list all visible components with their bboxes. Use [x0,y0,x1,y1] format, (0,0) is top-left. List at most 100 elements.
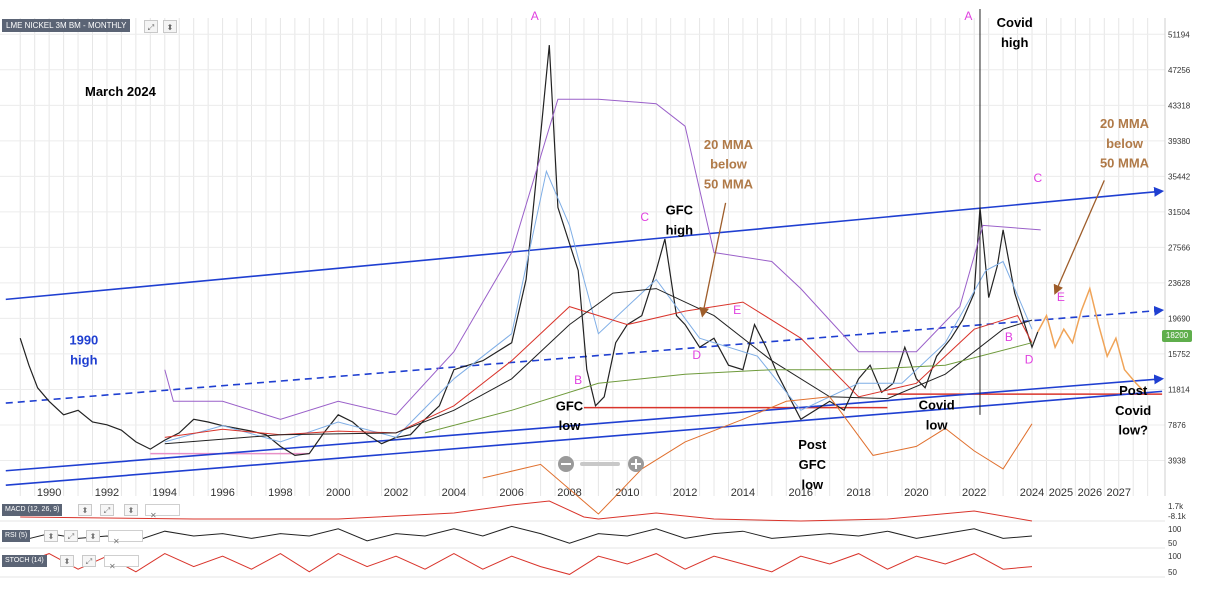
annotation-arrow [1053,180,1105,295]
series-forecast [1037,286,1146,393]
x-tick-label: 2002 [384,487,408,499]
wave-label: A [531,9,539,23]
indicator-axis-label: 50 [1168,539,1177,548]
wave-label: D [692,348,701,362]
indicator-axis-label: 100 [1168,552,1182,561]
x-tick-label: 2014 [731,487,755,499]
indicator-axis-label: 50 [1168,568,1177,577]
indicator-line-macd [20,500,1033,522]
indicator-line-rsi [20,525,1033,544]
wave-label: C [640,210,649,224]
close-icon[interactable]: ✕ [145,504,180,520]
annotation-label: low? [1118,423,1148,438]
wave-label: B [1005,330,1013,344]
wave-label: A [964,9,972,23]
indicator-axis-label: -8.1k [1168,512,1187,521]
x-tick-label: 2027 [1107,487,1131,499]
y-tick-label: 11814 [1168,385,1190,394]
annotation-arrow [699,202,727,318]
y-tick-label: 51194 [1168,30,1190,39]
series-ma_slow [164,288,1033,445]
expand-icon[interactable]: ⤢ [144,20,158,33]
channel-line-lower2 [5,390,1163,486]
expand-icon[interactable]: ⤢ [100,504,114,516]
x-tick-label: 2018 [846,487,870,499]
wave-label: D [1025,352,1034,366]
annotation-label: low [926,417,949,432]
channel-line-lower1 [5,374,1165,472]
series-ma_fast [164,169,1033,443]
updown-icon[interactable]: ⬍ [86,530,100,542]
updown-icon[interactable]: ⬍ [124,504,138,516]
x-tick-label: 1996 [210,487,234,499]
x-tick-label: 1990 [37,487,61,499]
annotation-label: GFC [556,398,584,413]
chart-series [5,8,1165,515]
annotation-label: high [70,352,97,367]
x-tick-label: 2024 [1020,487,1044,499]
x-axis: 1990 1992 1994 1996 1998 2000 2002 2004 2006 2008… [37,487,1131,499]
annotation-label: Post [798,437,827,452]
y-tick-label: 39380 [1168,137,1191,146]
annotation-label: 20 MMA [704,137,754,152]
wave-label: B [574,373,582,387]
close-icon[interactable]: ✕ [108,530,143,546]
y-tick-label: 35442 [1168,172,1191,181]
indicator-label-stoch[interactable]: STOCH (14) [2,555,47,567]
annotation-label: below [710,157,748,172]
updown-icon[interactable]: ⬍ [44,530,58,542]
y-tick-label: 19690 [1168,314,1191,323]
series-ma_long [424,342,1033,434]
indicator-line-stoch [20,553,1033,575]
y-tick-label: 47256 [1168,66,1191,75]
x-tick-label: 1994 [153,487,177,499]
close-icon[interactable]: ✕ [104,555,139,571]
minus-icon [561,463,571,465]
annotation-label: GFC [666,203,694,218]
indicator-axis-label: 1.7k [1168,502,1184,511]
indicator-label-rsi[interactable]: RSI (5) [2,530,31,542]
series-price [19,45,1039,457]
updown-icon[interactable]: ⬍ [78,504,92,516]
series-band [164,98,1041,420]
x-tick-label: 2022 [962,487,986,499]
x-tick-label: 2008 [557,487,581,499]
expand-icon[interactable]: ⤢ [82,555,96,567]
wave-label: C [1033,171,1042,185]
annotation-label: 50 MMA [1100,156,1150,171]
updown-icon[interactable]: ⬍ [60,555,74,567]
move-updown-icon[interactable]: ⬍ [163,20,177,33]
annotation-label: 50 MMA [704,176,754,191]
x-tick-label: 2020 [904,487,928,499]
annotation-label: Post [1119,383,1148,398]
indicator-axis-label: 100 [1168,525,1182,534]
y-tick-label: 23628 [1168,279,1191,288]
annotation-label: 1990 [69,332,98,347]
expand-icon[interactable]: ⤢ [64,530,78,542]
x-tick-label: 1992 [95,487,119,499]
y-axis: 51194 47256 43318 39380 35442 31504 27566 23628… [1168,30,1191,465]
y-tick-label: 31504 [1168,208,1191,217]
annotation-label: Covid [919,397,955,412]
x-tick-label: 2000 [326,487,350,499]
annotation-label: 20 MMA [1100,116,1150,131]
x-tick-label: 2006 [499,487,523,499]
indicator-label-macd[interactable]: MACD (12, 26, 9) [2,504,63,516]
y-tick-label: 3938 [1168,456,1186,465]
x-tick-label: 2012 [673,487,697,499]
chart-title-tab[interactable]: LME NICKEL 3M BM - MONTHLY [2,19,131,32]
zoom-control[interactable] [558,456,644,472]
y-tick-label: 27566 [1168,243,1191,252]
zoom-slider-track[interactable] [580,462,620,466]
annotation-label: GFC [799,457,827,472]
x-tick-label: 2004 [442,487,466,499]
last-price-badge: 18200 [1162,330,1192,342]
series-band_low [482,396,1033,515]
annotation-label: low [559,418,582,433]
x-tick-label: 2025 [1049,487,1073,499]
annotation-label: high [666,222,693,237]
grid-lines [0,18,1166,496]
y-tick-label: 43318 [1168,101,1191,110]
